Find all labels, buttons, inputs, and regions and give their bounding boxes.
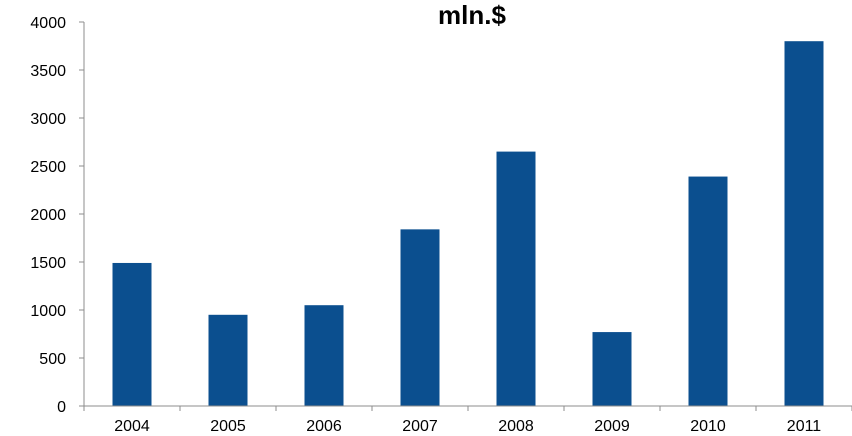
bar-2006 [304,305,344,406]
chart-title: mln.$ [438,0,506,30]
y-tick-label: 3500 [30,63,66,80]
x-axis: 2004 2005 2006 2007 2008 2009 2010 2011 [83,406,852,435]
y-tick-label: 3000 [30,111,66,128]
y-axis: 0 500 1000 1500 2000 2500 3000 3500 4000 [30,15,84,416]
x-tick-label: 2005 [210,418,246,435]
y-tick-label: 2000 [30,207,66,224]
bar-2004 [112,262,152,406]
bar-2011 [784,41,824,406]
x-tick-label: 2008 [498,418,534,435]
bar-2005 [208,314,248,406]
bar-2010 [688,176,728,406]
x-tick-label: 2006 [306,418,342,435]
bar-2007 [400,229,440,406]
y-tick-label: 4000 [30,15,66,32]
y-tick-label: 2500 [30,159,66,176]
y-tick-label: 1000 [30,303,66,320]
y-tick-label: 1500 [30,255,66,272]
y-tick-label: 500 [39,351,66,368]
bar-2009 [592,332,632,406]
x-tick-label: 2011 [787,418,822,435]
bars [112,41,824,406]
x-tick-label: 2009 [594,418,630,435]
bar-2008 [496,151,536,406]
y-tick-label: 0 [57,399,66,416]
x-tick-label: 2004 [114,418,150,435]
x-tick-label: 2007 [402,418,438,435]
x-tick-label: 2010 [690,418,726,435]
